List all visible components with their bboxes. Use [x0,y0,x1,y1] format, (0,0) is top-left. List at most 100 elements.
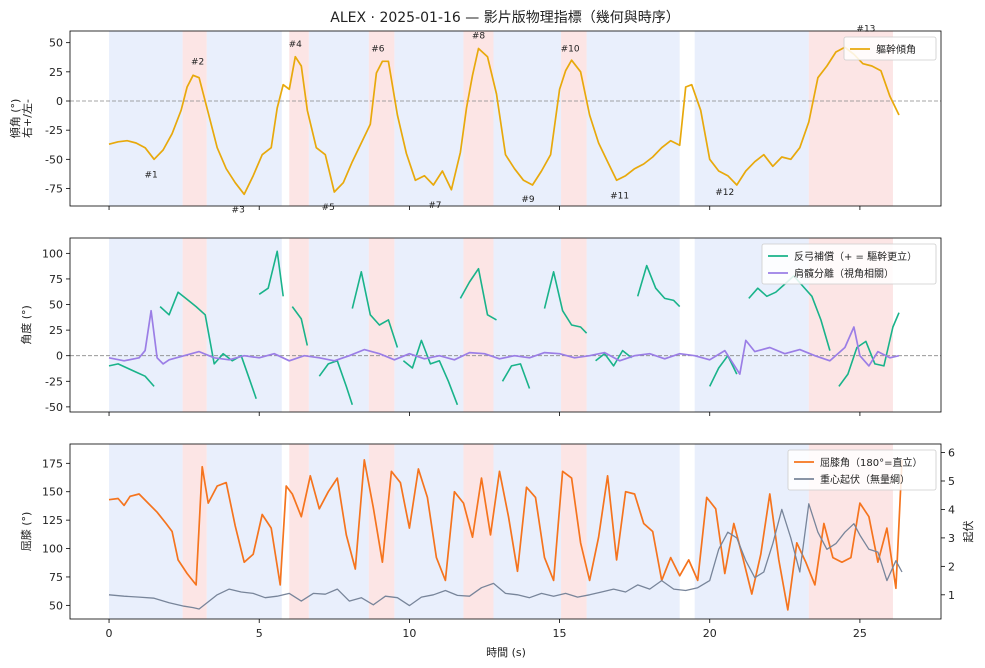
legend-box [843,36,937,61]
phase-shade-blue [694,31,809,206]
phase-shade-blue [493,444,562,619]
series-line [108,309,900,375]
series-line-segment [838,312,900,387]
legend-label: 肩髖分離（視角相關） [794,267,894,280]
series-line-segment [108,363,155,387]
y-axis-label: 屈膝 (°) [20,512,33,552]
y-tick-label: 150 [42,486,63,499]
series-line-segment [636,264,681,308]
phase-shade-red [289,31,309,206]
peak-label: #10 [561,45,580,55]
panel-angles: 100 75 50 25 0 -25 -50 角度 (°) 反弓補償（+ = 驅幹更立） 肩髖分離… [19,237,942,416]
phase-shade-blue [394,238,464,412]
phase-shade-red [289,444,309,619]
plot-frame [69,30,942,207]
phase-shade-blue [493,31,562,206]
series-line-segment [351,270,399,348]
y-tick-label: 125 [42,514,63,527]
y-tick-label: 100 [42,543,63,556]
panel-trunk-tilt: #1#2#3#4#5#6#7#8#9#10#11 #12#1350250-25-5… [8,25,942,216]
phase-shade-red [463,31,494,206]
series-line-segment [402,339,459,406]
phase-shade-blue [586,444,680,619]
y-tick-label: -50 [45,401,63,414]
series-line-segment [159,291,257,399]
legend: 反弓補償（+ = 驅幹更立） 肩髖分離（視角相關） [761,243,937,285]
phase-shade-red [463,444,494,619]
legend-label: 屈膝角（180°=直立） [820,456,922,469]
plot-frame [69,237,942,413]
legend-label: 軀幹傾角 [876,43,916,56]
x-tick-label: 5 [256,627,263,640]
phase-shade-red [289,238,309,412]
phase-shade-blue [394,31,464,206]
peak-label: #8 [472,32,486,42]
legend: 軀幹傾角 [843,36,937,61]
legend-label: 重心起伏（無量綱） [820,473,910,486]
y2-tick-label: 5 [948,475,955,488]
peak-label: #6 [371,45,385,55]
peak-label: #12 [715,188,734,198]
y2-axis-label: 起伏 [961,521,975,543]
phase-shade-blue [308,31,369,206]
y-tick-label: -75 [45,183,63,196]
x-tick-label: 10 [402,627,416,640]
peak-label: #13 [856,25,875,35]
y-tick-label: 175 [42,457,63,470]
series-line-segment [543,270,588,334]
phase-shade-blue [206,444,282,619]
legend-label: 反弓補償（+ = 驅幹更立） [794,250,917,263]
x-tick-label: 20 [703,627,717,640]
y-tick-label: 0 [56,95,63,108]
y-tick-label: 25 [49,66,63,79]
x-axis-label: 時間 (s) [486,646,526,659]
y-tick-label: 0 [56,350,63,363]
legend-box [787,449,937,491]
y-tick-label: 50 [49,299,63,312]
series-line [108,46,900,196]
phase-shade-blue [109,444,183,619]
y-tick-label: 25 [49,324,63,337]
peak-label: #2 [191,57,204,67]
series-line-segment [708,354,738,387]
y-axis-label: 傾角 (°) [8,99,22,139]
y2-tick-label: 6 [948,447,955,460]
phase-shade-blue [586,31,680,206]
peak-label: #4 [289,40,303,50]
y-axis-label: 右+/左- [20,99,34,138]
legend-box [761,243,937,285]
phase-shade-red [463,238,494,412]
y2-tick-label: 3 [948,532,955,545]
y2-tick-label: 4 [948,503,955,516]
panel-knee-com: 175 150 125 100 75 50 0 5 10 15 20 25 1 2 3 4 5 6 起伏 屈膝 (°)… [20,443,975,640]
legend: 屈膝角（180°=直立） 重心起伏（無量綱） [787,449,937,491]
y-tick-label: 75 [49,273,63,286]
series-line-segment [459,267,497,321]
peak-label: #1 [144,171,157,181]
series-group [108,459,903,611]
phase-shade-red [561,444,587,619]
y-axis-label: 角度 (°) [19,305,33,345]
series-line-segment [501,363,531,389]
y-tick-label: 100 [42,247,63,260]
y-tick-label: -50 [45,153,63,166]
y2-tick-label: 1 [948,589,955,602]
peak-label: #11 [610,192,629,202]
series-line-segment [595,349,633,367]
series-group [108,46,900,196]
phase-shade-blue [109,238,183,412]
phase-shade-red [182,238,207,412]
series-line-segment [258,250,284,297]
y2-tick-label: 2 [948,560,955,573]
phase-shade-blue [394,444,464,619]
x-tick-label: 25 [853,627,867,640]
plot-frame [69,443,942,620]
phase-shade-blue [493,238,562,412]
phase-shade-blue [206,238,282,412]
phase-shade-blue [586,238,680,412]
peak-label: #9 [521,195,535,205]
series-line-segment [318,359,354,406]
chart-title: ALEX · 2025-01-16 — 影片版物理指標（幾何與時序） [330,10,679,26]
series-line [108,459,903,611]
